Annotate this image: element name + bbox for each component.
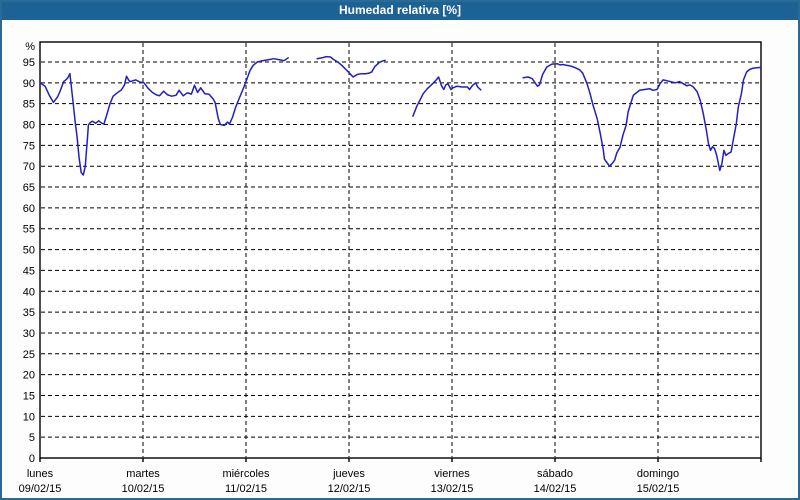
y-axis-tick-label: 45: [23, 265, 35, 277]
y-axis-tick-label: 20: [23, 370, 35, 382]
x-axis-date-label: 10/02/15: [122, 483, 165, 495]
y-axis-tick-label: 30: [23, 328, 35, 340]
page-title: Humedad relativa [%]: [338, 3, 462, 17]
y-axis-tick-label: 25: [23, 349, 35, 361]
title-bar: Humedad relativa [%]: [2, 2, 798, 20]
y-axis-tick-label: 90: [23, 78, 35, 90]
y-axis-tick-label: 55: [23, 224, 35, 236]
y-axis-tick-label: 15: [23, 390, 35, 402]
y-axis-tick-label: 75: [23, 140, 35, 152]
y-axis-tick-label: 65: [23, 182, 35, 194]
y-axis-tick-label: 40: [23, 286, 35, 298]
y-axis-tick-label: 95: [23, 57, 35, 69]
y-axis-unit-label: %: [25, 41, 35, 53]
x-axis-day-label: martes: [126, 468, 160, 480]
x-axis-day-label: domingo: [637, 468, 679, 480]
x-axis-date-label: 12/02/15: [328, 483, 371, 495]
humidity-series-segment: [316, 55, 386, 78]
humidity-series-segment: [522, 62, 762, 172]
y-axis-tick-label: 50: [23, 245, 35, 257]
x-axis-date-label: 11/02/15: [225, 483, 267, 495]
y-axis-tick-label: 80: [23, 120, 35, 132]
x-axis-day-label: miércoles: [222, 468, 270, 480]
plot-border: [39, 41, 762, 459]
x-axis-date-label: 13/02/15: [431, 483, 474, 495]
x-axis-day-label: jueves: [332, 468, 365, 480]
x-axis-date-label: 15/02/15: [637, 483, 680, 495]
y-axis-tick-label: 0: [29, 453, 35, 465]
y-axis-tick-label: 60: [23, 203, 35, 215]
y-axis-tick-label: 70: [23, 161, 35, 173]
x-axis-date-label: 14/02/15: [534, 483, 577, 495]
x-axis-date-label: 09/02/15: [19, 483, 62, 495]
y-axis-tick-label: 10: [23, 411, 35, 423]
humidity-series-segment: [412, 76, 482, 117]
y-axis-tick-label: 5: [29, 432, 35, 444]
y-axis-tick-label: 85: [23, 99, 35, 111]
x-axis-day-label: sábado: [537, 468, 573, 480]
x-axis-day-label: lunes: [27, 468, 54, 480]
x-axis-day-label: viernes: [434, 468, 470, 480]
y-axis-tick-label: 35: [23, 307, 35, 319]
humidity-series-segment: [39, 57, 289, 176]
